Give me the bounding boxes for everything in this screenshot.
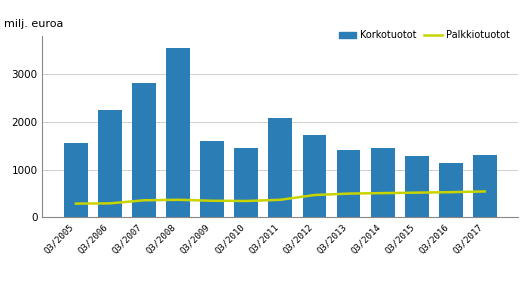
Bar (64, 143, 88, 217)
Text: milj. euroa: milj. euroa (4, 19, 63, 29)
Bar (234, 148, 258, 217)
Bar (336, 150, 360, 217)
Legend: Korkotuotot, Palkkiotuotot: Korkotuotot, Palkkiotuotot (335, 27, 514, 44)
Bar (132, 83, 156, 217)
Bar (439, 162, 463, 217)
Bar (200, 141, 224, 217)
Bar (166, 48, 190, 217)
Bar (268, 118, 293, 217)
Bar (98, 110, 122, 217)
Bar (473, 156, 497, 217)
Bar (303, 135, 326, 217)
Bar (405, 156, 428, 217)
Bar (371, 148, 395, 217)
